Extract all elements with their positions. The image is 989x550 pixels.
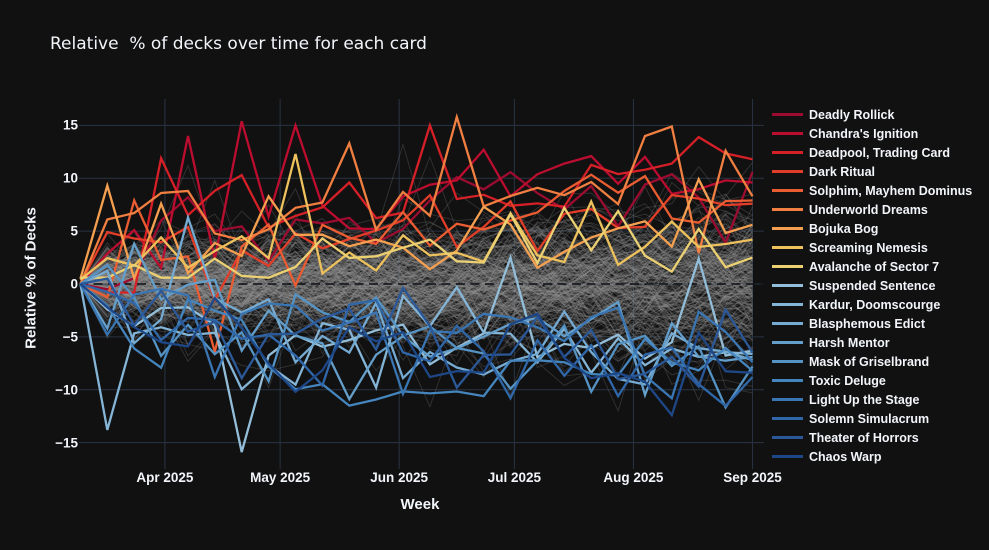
legend-label: Suspended Sentence bbox=[809, 278, 936, 293]
series-line[interactable] bbox=[80, 170, 754, 291]
series-line[interactable] bbox=[79, 173, 753, 357]
series-line[interactable] bbox=[79, 112, 754, 285]
legend-item[interactable]: Screaming Nemesis bbox=[772, 238, 972, 257]
legend-item[interactable]: Deadly Rollick bbox=[772, 105, 972, 124]
legend-line-swatch bbox=[772, 455, 803, 458]
legend-label: Avalanche of Sector 7 bbox=[809, 259, 940, 274]
legend-label: Chandra's Ignition bbox=[809, 126, 919, 141]
legend: Deadly Rollick Chandra's Ignition Deadpool… bbox=[772, 105, 972, 466]
legend-item[interactable]: Solphim, Mayhem Dominus bbox=[772, 181, 972, 200]
legend-line-swatch bbox=[772, 284, 803, 287]
chart-title: Relative % of decks over time for each c… bbox=[50, 34, 427, 54]
legend-item[interactable]: Deadpool, Trading Card bbox=[772, 143, 972, 162]
legend-item[interactable]: Bojuka Bog bbox=[772, 219, 972, 238]
x-tick-label: Aug 2025 bbox=[603, 470, 664, 485]
legend-line-swatch bbox=[772, 113, 803, 116]
series-line[interactable] bbox=[79, 120, 753, 285]
series-line[interactable] bbox=[80, 277, 754, 390]
legend-label: Light Up the Stage bbox=[809, 392, 920, 407]
x-tick-label: Jul 2025 bbox=[487, 470, 542, 485]
legend-line-swatch bbox=[772, 170, 803, 173]
series-line[interactable] bbox=[80, 121, 753, 294]
y-tick-label: 15 bbox=[62, 117, 78, 133]
legend-item[interactable]: Avalanche of Sector 7 bbox=[772, 257, 972, 276]
x-tick-label: May 2025 bbox=[250, 470, 311, 485]
series-line[interactable] bbox=[79, 176, 753, 283]
y-tick-label: −15 bbox=[55, 435, 78, 451]
y-tick-label: −5 bbox=[62, 329, 78, 345]
legend-item[interactable]: Blasphemous Edict bbox=[772, 314, 972, 333]
y-tick-label: 10 bbox=[62, 170, 78, 186]
legend-line-swatch bbox=[772, 341, 803, 344]
legend-item[interactable]: Toxic Deluge bbox=[772, 371, 972, 390]
series-line[interactable] bbox=[80, 205, 753, 279]
y-tick-label: −10 bbox=[55, 382, 78, 398]
legend-label: Kardur, Doomscourge bbox=[809, 297, 941, 312]
legend-item[interactable]: Light Up the Stage bbox=[772, 390, 972, 409]
legend-label: Underworld Dreams bbox=[809, 202, 928, 217]
legend-label: Dark Ritual bbox=[809, 164, 875, 179]
legend-item[interactable]: Suspended Sentence bbox=[772, 276, 972, 295]
legend-item[interactable]: Solemn Simulacrum bbox=[772, 409, 972, 428]
x-tick-label: Jun 2025 bbox=[370, 470, 429, 485]
legend-line-swatch bbox=[772, 227, 803, 230]
legend-label: Deadly Rollick bbox=[809, 107, 895, 122]
legend-label: Harsh Mentor bbox=[809, 335, 890, 350]
legend-line-swatch bbox=[772, 360, 803, 363]
series-line[interactable] bbox=[79, 283, 753, 418]
series-line[interactable] bbox=[79, 193, 753, 303]
legend-line-swatch bbox=[772, 189, 803, 192]
series-line[interactable] bbox=[79, 283, 754, 407]
legend-line-swatch bbox=[772, 303, 803, 306]
x-tick-label: Apr 2025 bbox=[136, 470, 194, 485]
x-axis-title: Week bbox=[400, 496, 440, 513]
legend-item[interactable]: Chandra's Ignition bbox=[772, 124, 972, 143]
legend-item[interactable]: Harsh Mentor bbox=[772, 333, 972, 352]
legend-label: Deadpool, Trading Card bbox=[809, 145, 950, 160]
legend-label: Screaming Nemesis bbox=[809, 240, 928, 255]
legend-line-swatch bbox=[772, 379, 803, 382]
y-axis-title: Relative % of Decks bbox=[22, 207, 40, 349]
legend-line-swatch bbox=[772, 132, 803, 135]
legend-line-swatch bbox=[772, 417, 803, 420]
legend-item[interactable]: Dark Ritual bbox=[772, 162, 972, 181]
legend-label: Bojuka Bog bbox=[809, 221, 879, 236]
legend-label: Theater of Horrors bbox=[809, 430, 919, 445]
legend-label: Blasphemous Edict bbox=[809, 316, 925, 331]
x-tick-label: Sep 2025 bbox=[723, 470, 782, 485]
legend-line-swatch bbox=[772, 436, 803, 439]
highlighted-card-lines bbox=[79, 112, 754, 453]
y-tick-label: 0 bbox=[70, 276, 78, 292]
series-line[interactable] bbox=[79, 283, 754, 401]
legend-item[interactable]: Chaos Warp bbox=[772, 447, 972, 466]
legend-item[interactable]: Theater of Horrors bbox=[772, 428, 972, 447]
legend-line-swatch bbox=[772, 208, 803, 211]
legend-label: Solphim, Mayhem Dominus bbox=[809, 183, 973, 198]
legend-label: Chaos Warp bbox=[809, 449, 882, 464]
legend-line-swatch bbox=[772, 322, 803, 325]
legend-label: Mask of Griselbrand bbox=[809, 354, 930, 369]
legend-item[interactable]: Kardur, Doomscourge bbox=[772, 295, 972, 314]
legend-item[interactable]: Mask of Griselbrand bbox=[772, 352, 972, 371]
legend-line-swatch bbox=[772, 265, 803, 268]
legend-item[interactable]: Underworld Dreams bbox=[772, 200, 972, 219]
legend-label: Toxic Deluge bbox=[809, 373, 886, 388]
legend-label: Solemn Simulacrum bbox=[809, 411, 930, 426]
legend-line-swatch bbox=[772, 398, 803, 401]
legend-line-swatch bbox=[772, 151, 803, 154]
legend-line-swatch bbox=[772, 246, 803, 249]
y-tick-label: 5 bbox=[70, 223, 78, 239]
